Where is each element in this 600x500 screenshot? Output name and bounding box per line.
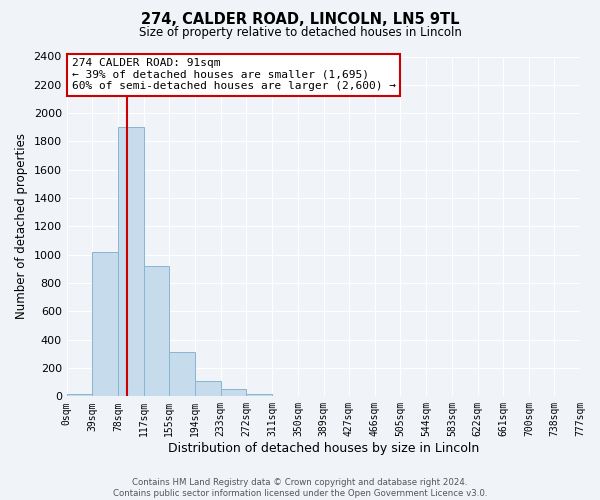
Text: Size of property relative to detached houses in Lincoln: Size of property relative to detached ho…	[139, 26, 461, 39]
Bar	[221, 390, 247, 396]
Bar	[92, 252, 118, 396]
Y-axis label: Number of detached properties: Number of detached properties	[15, 134, 28, 320]
Bar	[144, 266, 169, 396]
Bar	[118, 128, 144, 396]
Text: 274 CALDER ROAD: 91sqm
← 39% of detached houses are smaller (1,695)
60% of semi-: 274 CALDER ROAD: 91sqm ← 39% of detached…	[72, 58, 396, 92]
Text: Contains HM Land Registry data © Crown copyright and database right 2024.
Contai: Contains HM Land Registry data © Crown c…	[113, 478, 487, 498]
Text: 274, CALDER ROAD, LINCOLN, LN5 9TL: 274, CALDER ROAD, LINCOLN, LN5 9TL	[141, 12, 459, 28]
Bar	[67, 394, 92, 396]
Bar	[247, 394, 272, 396]
Bar	[195, 382, 221, 396]
Bar	[169, 352, 195, 397]
X-axis label: Distribution of detached houses by size in Lincoln: Distribution of detached houses by size …	[168, 442, 479, 455]
